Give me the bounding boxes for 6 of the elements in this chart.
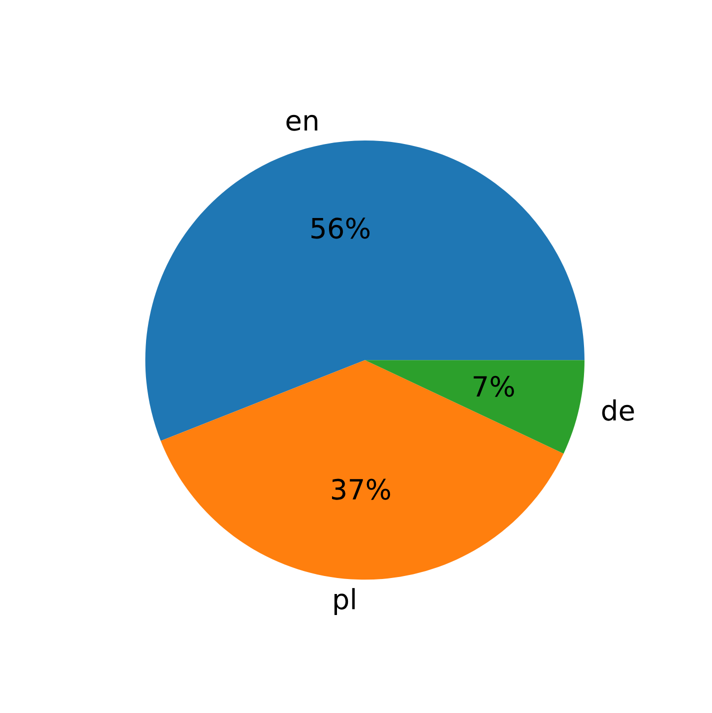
data-label: 56% (311, 218, 370, 239)
slice-label: de (602, 399, 634, 421)
slice-label: pl (334, 588, 355, 615)
data-label: 7% (474, 376, 514, 397)
data-label: 37% (332, 478, 390, 500)
slice-label: en (286, 114, 318, 131)
